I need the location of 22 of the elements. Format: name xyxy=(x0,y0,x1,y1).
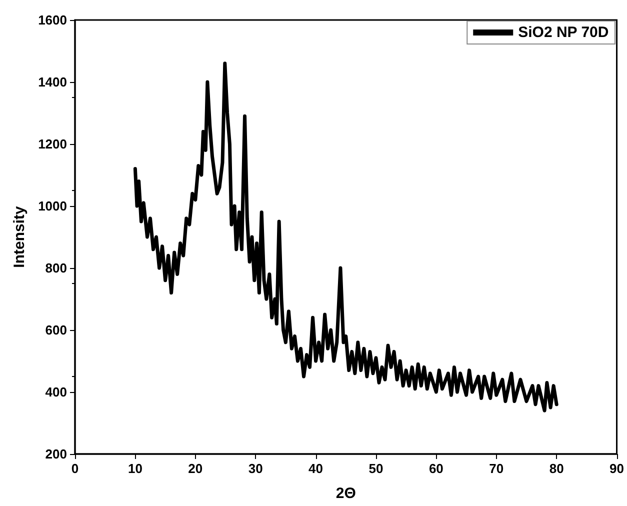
x-tick-label: 40 xyxy=(308,461,324,476)
y-tick-label: 200 xyxy=(45,446,67,462)
y-tick-label: 1600 xyxy=(38,12,67,28)
x-tick-label: 80 xyxy=(549,461,564,476)
y-tick-label: 1400 xyxy=(38,74,67,90)
x-tick-label: 0 xyxy=(71,461,79,476)
y-tick-label: 600 xyxy=(45,322,67,338)
x-axis-title: 2Θ xyxy=(336,485,356,502)
legend-label: SiO2 NP 70D xyxy=(518,24,609,41)
x-tick-label: 90 xyxy=(610,461,624,476)
y-tick-label: 1000 xyxy=(38,198,67,214)
x-tick-label: 20 xyxy=(188,461,203,476)
x-tick-label: 50 xyxy=(368,461,384,476)
y-tick-label: 1200 xyxy=(38,136,67,152)
y-tick-label: 400 xyxy=(45,384,67,400)
x-tick-label: 60 xyxy=(428,461,444,476)
y-tick-label: 800 xyxy=(45,260,67,276)
x-tick-label: 70 xyxy=(489,461,504,476)
x-tick-label: 10 xyxy=(128,461,142,476)
line-series xyxy=(133,62,558,412)
x-tick-label: 30 xyxy=(248,461,263,476)
y-axis-title: Intensity xyxy=(11,206,28,268)
